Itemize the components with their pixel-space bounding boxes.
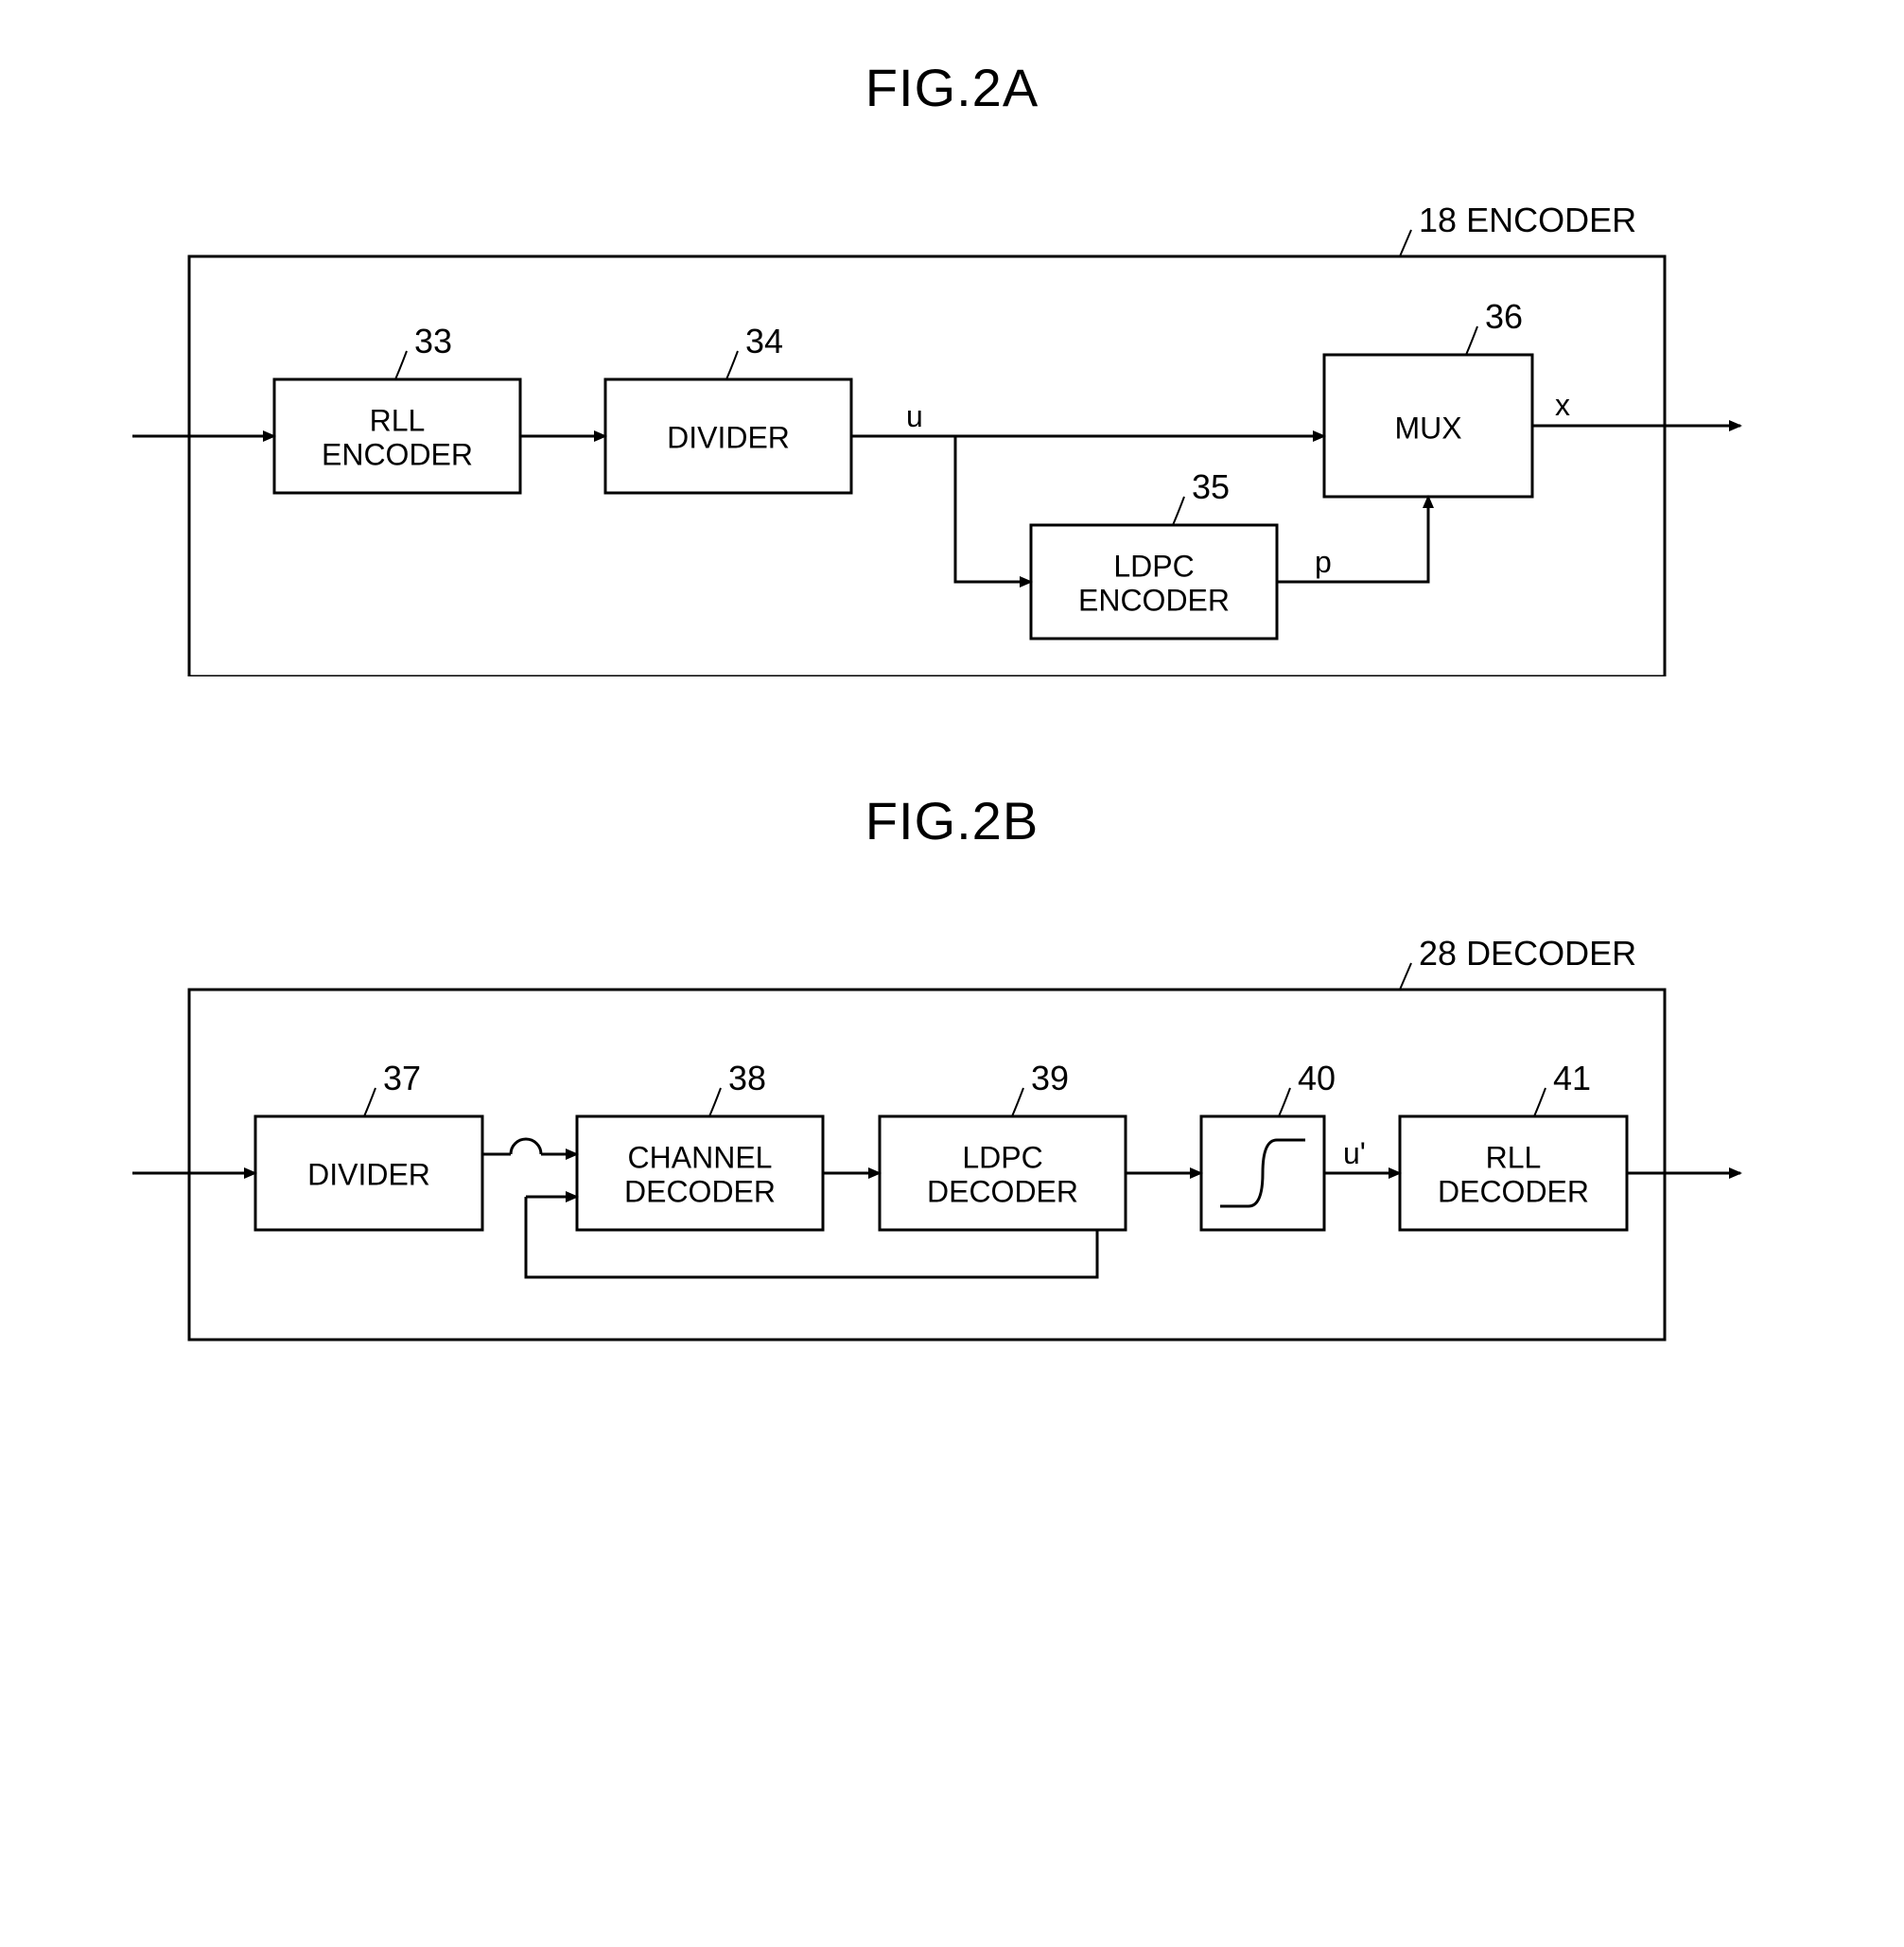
rll-encoder-label-1: RLL [370,403,426,437]
figure-2a-title: FIG.2A [76,57,1828,118]
signal-p: p [1315,545,1332,579]
encoder-diagram: 18 ENCODER RLL ENCODER 33 DIVIDER 34 LDP… [76,147,1759,676]
signal-x: x [1555,388,1570,422]
divider-ref-b: 37 [383,1059,421,1097]
ldpc-encoder-label-1: LDPC [1113,549,1194,583]
rll-encoder-label-2: ENCODER [322,437,473,471]
divider-ref-a: 34 [745,322,783,360]
channel-decoder-label-2: DECODER [624,1174,776,1208]
signal-uprime: u' [1343,1136,1366,1170]
divider-label-b: DIVIDER [307,1157,430,1191]
figure-2b: FIG.2B 28 DECODER DIVIDER 37 [76,790,1828,1353]
signal-u: u [906,399,923,433]
mux-label: MUX [1394,411,1461,445]
ldpc-encoder-label-2: ENCODER [1078,583,1230,617]
rll-decoder-label-1: RLL [1486,1140,1542,1174]
rll-decoder-label-2: DECODER [1438,1174,1589,1208]
decoder-diagram: 28 DECODER DIVIDER 37 CHANNEL DECODER 38… [76,880,1759,1353]
figure-2b-title: FIG.2B [76,790,1828,851]
ldpc-decoder-ref: 39 [1031,1059,1069,1097]
rll-decoder-ref: 41 [1553,1059,1591,1097]
ldpc-decoder-label-1: LDPC [962,1140,1042,1174]
encoder-container-ref: 18 ENCODER [1419,201,1636,239]
decoder-container-ref: 28 DECODER [1419,934,1636,973]
divider-label-a: DIVIDER [667,420,790,454]
figure-2a: FIG.2A 18 ENCODER RLL ENCODER 33 [76,57,1828,676]
mux-ref: 36 [1485,297,1523,336]
channel-decoder-ref: 38 [728,1059,766,1097]
ldpc-decoder-label-2: DECODER [927,1174,1078,1208]
ldpc-encoder-ref: 35 [1192,467,1230,506]
rll-encoder-ref: 33 [414,322,452,360]
channel-decoder-label-1: CHANNEL [628,1140,773,1174]
hard-decision-ref: 40 [1298,1059,1336,1097]
